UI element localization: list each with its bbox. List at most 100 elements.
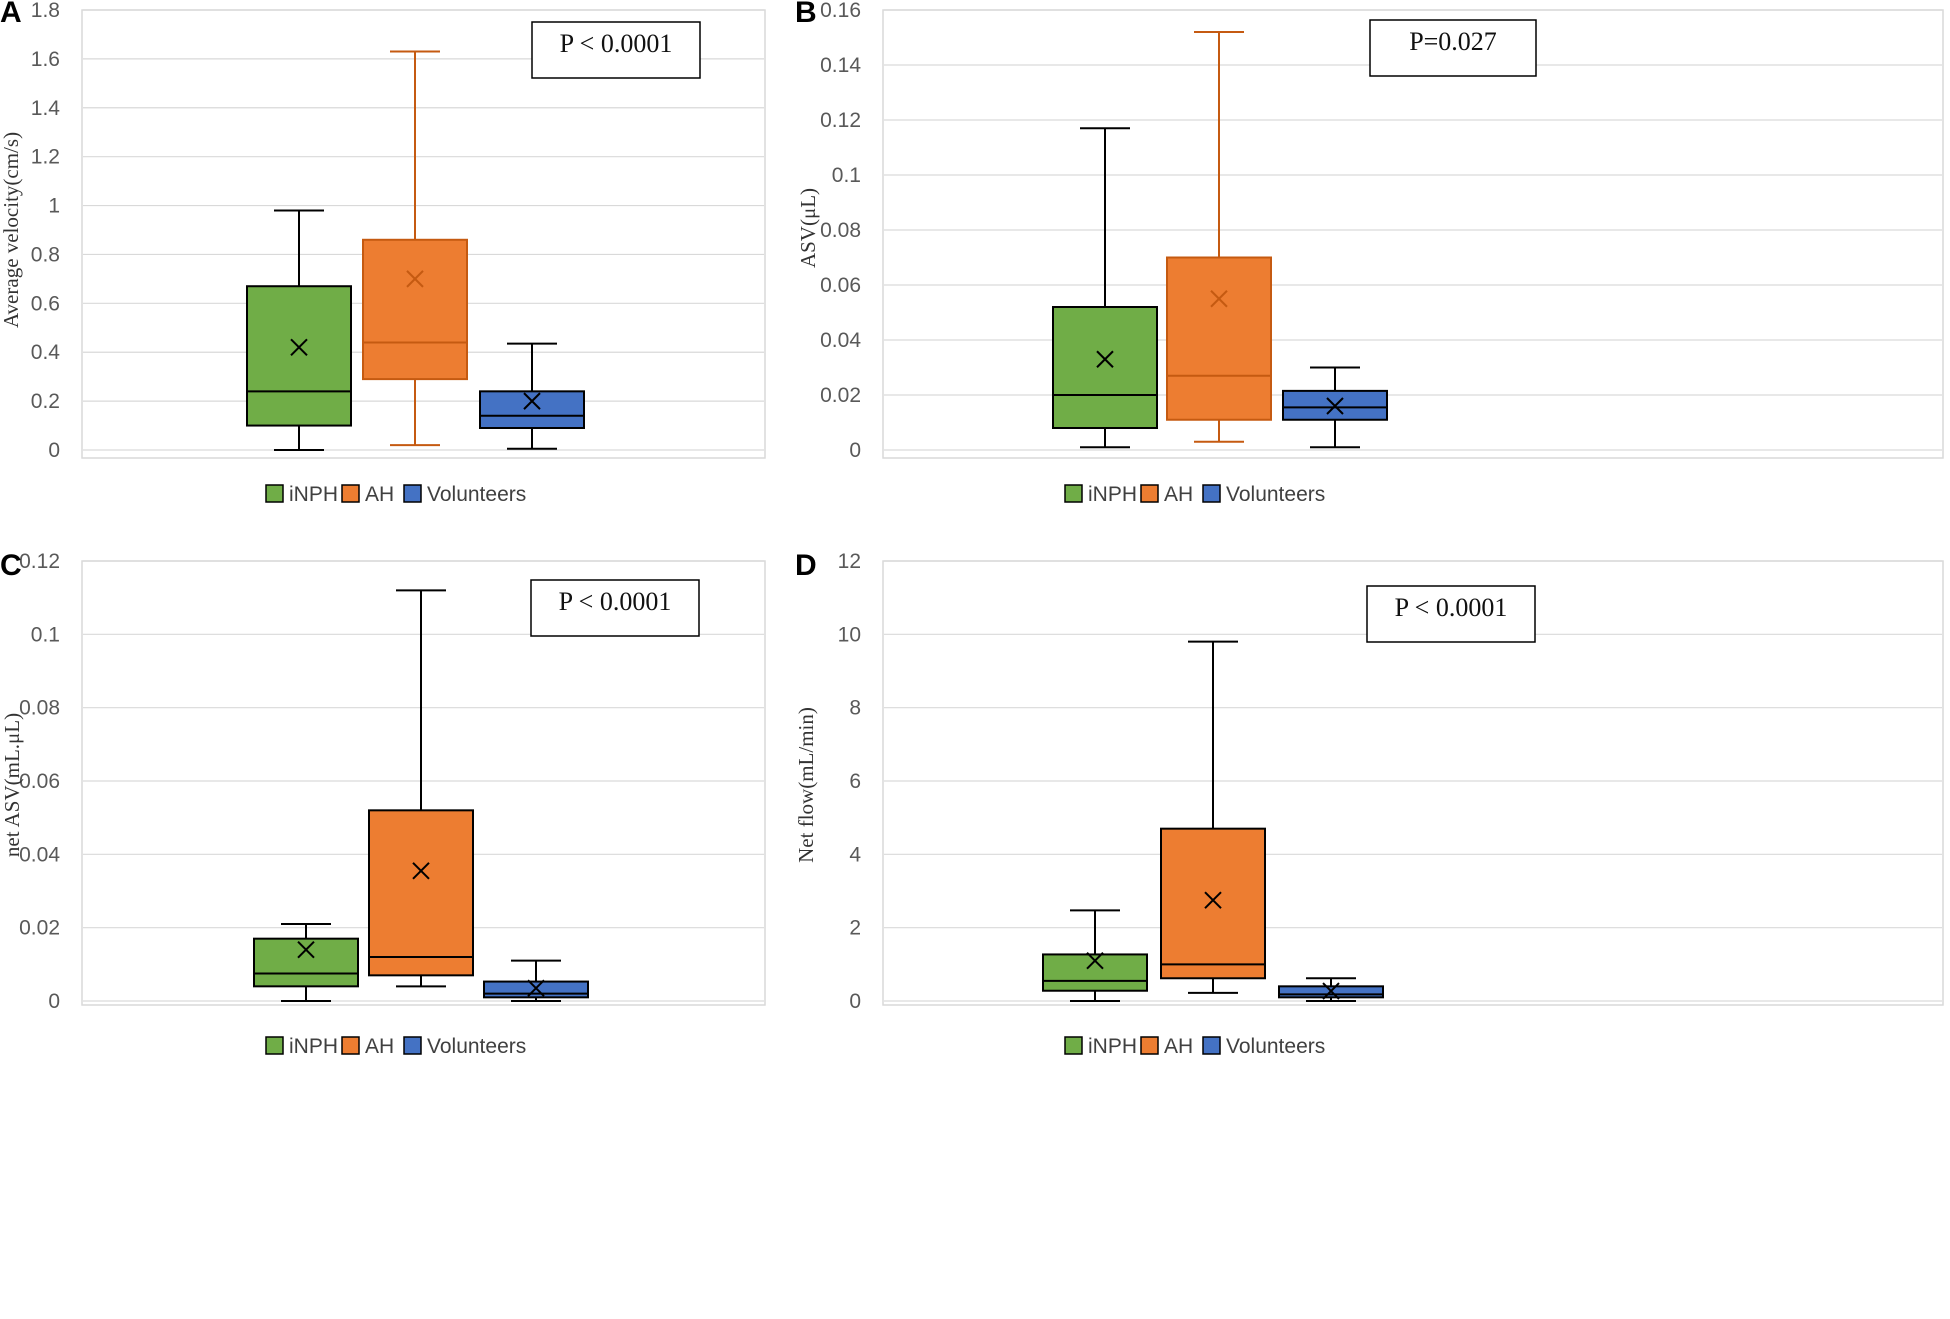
chart-svg-d: 0 2 4 6 8 10 12 Net flow(mL/min) D P < 0.0001 iNPH… (794, 549, 1944, 1058)
chart-panel-b: 0 0.02 0.04 0.06 0.08 0.1 0.12 0.14 0.16 ASV(μL) B… (795, 0, 1950, 657)
y-axis-label: ASV(μL) (796, 188, 820, 268)
p-value-text: P=0.027 (1409, 27, 1497, 56)
plot-frame (882, 9, 1944, 459)
mean-marker (523, 392, 541, 410)
legend-label-inph: iNPH (1088, 483, 1137, 506)
y-tick-label: 12 (838, 550, 861, 573)
y-tick-label: 8 (849, 697, 861, 720)
y-tick-label: 0.04 (820, 329, 861, 352)
chart-panel-c: 0 0.02 0.04 0.06 0.08 0.1 0.12 net ASV(mL.μL) C P… (0, 545, 790, 1314)
y-tick-label: 0.4 (31, 341, 61, 364)
panel-letter: B (795, 0, 817, 29)
legend-swatch-volunteers (1202, 484, 1221, 503)
box-inph (1052, 306, 1158, 429)
p-value-box (1366, 585, 1536, 643)
legend-swatch-volunteers (403, 1036, 422, 1055)
mean-marker (412, 862, 430, 880)
legend-label-volunteers: Volunteers (1226, 483, 1325, 506)
mean-marker (1096, 350, 1114, 368)
p-value-box (1369, 19, 1537, 77)
y-tick-label: 0.08 (19, 697, 60, 720)
panel-letter: A (0, 0, 22, 29)
y-tick-label: 1.6 (31, 48, 60, 71)
y-tick-label: 0 (48, 439, 60, 462)
y-tick-label: 2 (849, 917, 861, 940)
legend-swatch-ah (1140, 1036, 1159, 1055)
legend-swatch-inph (1064, 484, 1083, 503)
mean-marker (290, 338, 308, 357)
y-axis-label: Average velocity(cm/s) (0, 132, 23, 328)
chart-svg-b: 0 0.02 0.04 0.06 0.08 0.1 0.12 0.14 0.16 ASV(μL) B… (795, 0, 1944, 506)
y-tick-label: 0 (48, 990, 60, 1013)
y-tick-label: 0.12 (19, 550, 60, 573)
mean-marker (527, 979, 545, 997)
mean-marker (1210, 290, 1228, 308)
p-value-box (531, 21, 701, 79)
legend-swatch-ah (341, 1036, 360, 1055)
y-tick-label: 0.1 (832, 164, 861, 187)
y-tick-label: 0.2 (31, 390, 60, 413)
panel-letter: D (795, 549, 817, 582)
box-ah (368, 809, 474, 977)
legend-swatch-ah (341, 484, 360, 503)
legend-label-volunteers: Volunteers (427, 1035, 526, 1058)
mean-marker (1326, 397, 1344, 415)
y-tick-label: 0.14 (820, 54, 861, 77)
legend-label-inph: iNPH (1088, 1035, 1137, 1058)
mean-marker (297, 940, 315, 959)
p-value-text: P < 0.0001 (559, 587, 672, 616)
legend-label-volunteers: Volunteers (427, 483, 526, 506)
y-tick-label: 1.2 (31, 146, 60, 169)
y-tick-label: 0.12 (820, 109, 861, 132)
p-value-box (530, 579, 700, 637)
legend-label-ah: AH (1164, 1035, 1193, 1058)
legend-label-inph: iNPH (289, 1035, 338, 1058)
legend-swatch-ah (1140, 484, 1159, 503)
chart-svg-a: 0 0.2 0.4 0.6 0.8 1 1.2 1.4 1.6 1.8 Average veloci… (0, 0, 766, 506)
mean-marker (1322, 982, 1340, 1000)
p-value-text: P < 0.0001 (1395, 593, 1508, 622)
y-tick-label: 1.8 (31, 0, 60, 22)
y-tick-label: 0.8 (31, 243, 60, 266)
legend-label-ah: AH (365, 1035, 394, 1058)
legend-swatch-volunteers (1202, 1036, 1221, 1055)
chart-svg-c: 0 0.02 0.04 0.06 0.08 0.1 0.12 net ASV(mL.μL) C P… (0, 549, 766, 1058)
chart-panel-a: 0 0.2 0.4 0.6 0.8 1 1.2 1.4 1.6 1.8 Average veloci… (0, 0, 790, 657)
mean-marker (1204, 891, 1222, 909)
y-tick-label: 0.02 (820, 384, 861, 407)
y-axis-label: net ASV(mL.μL) (0, 713, 24, 857)
box-volunteers (479, 390, 585, 430)
box-inph (246, 285, 352, 427)
y-tick-label: 0.04 (19, 843, 60, 866)
y-tick-label: 0.02 (19, 917, 60, 940)
y-axis-label: Net flow(mL/min) (795, 707, 818, 863)
legend-swatch-inph (265, 1036, 284, 1055)
legend-swatch-inph (265, 484, 284, 503)
y-tick-label: 0.16 (820, 0, 861, 22)
legend-label-inph: iNPH (289, 483, 338, 506)
box-ah (1166, 256, 1272, 421)
box-ah (1160, 827, 1266, 980)
y-tick-label: 1 (48, 195, 60, 218)
legend-label-ah: AH (365, 483, 394, 506)
y-tick-label: 1.4 (31, 97, 61, 120)
y-tick-label: 0.1 (31, 623, 60, 646)
chart-panel-d: 0 2 4 6 8 10 12 Net flow(mL/min) D P < 0.0001 iNPH… (794, 545, 1950, 1314)
y-tick-label: 4 (849, 843, 861, 866)
y-tick-label: 0 (849, 990, 861, 1013)
p-value-text: P < 0.0001 (560, 29, 673, 58)
y-tick-label: 6 (849, 770, 861, 793)
y-tick-label: 0.06 (820, 274, 861, 297)
y-tick-label: 0.6 (31, 292, 60, 315)
y-tick-label: 0.06 (19, 770, 60, 793)
legend-label-ah: AH (1164, 483, 1193, 506)
box-inph (253, 937, 359, 988)
y-tick-label: 0.08 (820, 219, 861, 242)
legend-swatch-inph (1064, 1036, 1083, 1055)
box-ah (362, 238, 468, 381)
mean-marker (1086, 951, 1104, 970)
panel-letter: C (0, 549, 22, 582)
legend-swatch-volunteers (403, 484, 422, 503)
mean-marker (406, 270, 424, 288)
y-tick-label: 10 (838, 623, 861, 646)
